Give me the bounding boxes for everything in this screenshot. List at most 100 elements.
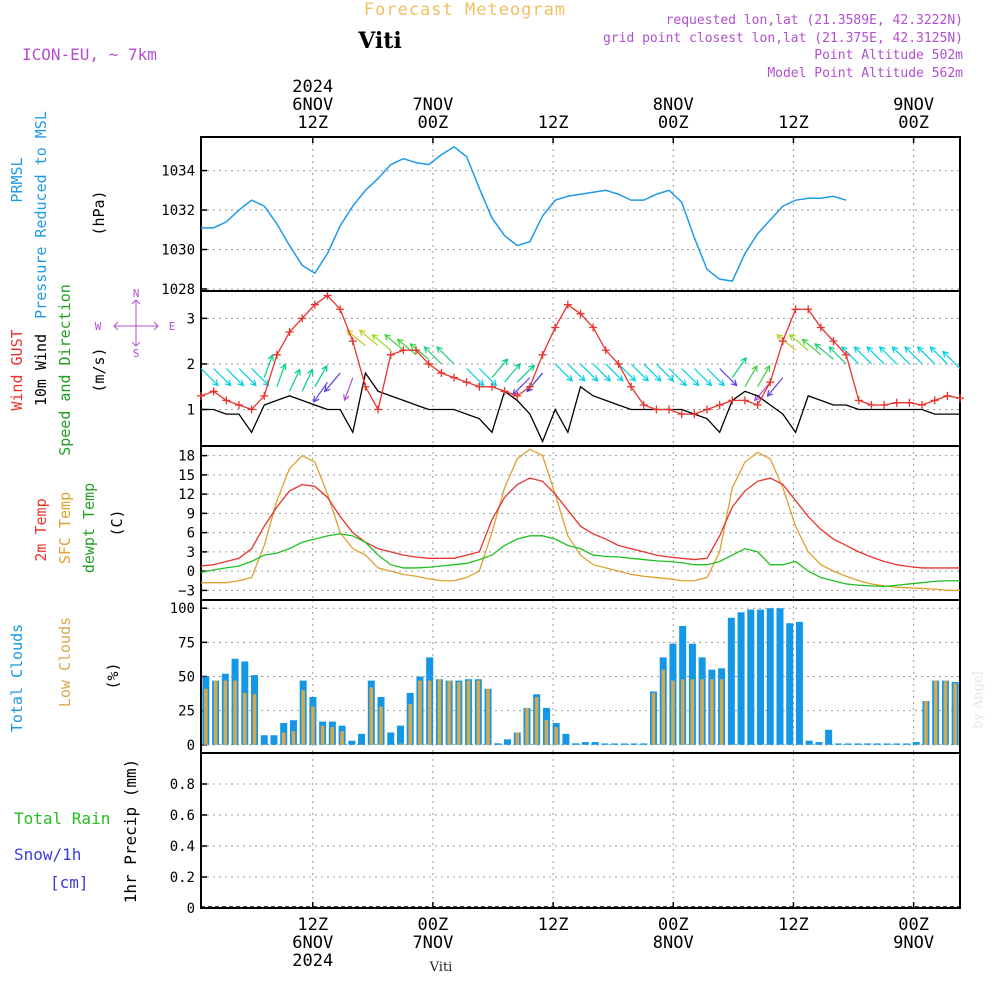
total-cloud-bar [864,743,872,745]
wind-arrow [313,381,328,403]
wind-arrow [276,363,287,387]
wind-arrow [814,343,834,360]
wind-arrow [828,346,847,365]
low-cloud-bar [213,680,218,745]
wind-gust-marker [563,300,572,309]
wind-arrow [776,334,796,351]
wind-arrow [942,350,961,369]
wind-gust-marker [462,378,471,387]
wind-arrow [766,377,784,397]
low-cloud-bar [223,680,228,745]
total-cloud-bar [611,743,619,745]
wind-gust-marker [627,382,636,391]
wind-gust-marker [804,305,813,314]
low-cloud-bar [671,680,675,745]
wind-gust-marker [323,291,332,300]
top-time-label: 7NOV [412,95,453,115]
location-title: Viti [357,28,402,54]
low-cloud-bar [418,680,422,745]
wind-arrow [592,363,612,382]
wind-arrow [289,368,301,392]
wind-gust-marker [450,373,458,382]
wind-arrow [504,362,521,383]
low-cloud-bar [525,707,529,745]
snow-label: Snow/1h [14,845,81,864]
wind-gust-marker [614,359,623,368]
wind-gust-marker [551,323,560,332]
wind-gust-marker [892,398,901,407]
wind-gust-marker [753,400,762,409]
wind-gust-marker [525,382,534,391]
y-tick-label: 0.2 [170,870,195,886]
footer-location: Viti [429,960,453,975]
y-tick-label: 18 [178,449,195,465]
compass-east: E [169,320,176,333]
panel-2: −3 0 3 6 9 12 15 18 [178,445,961,601]
wind-gust-marker [272,350,281,359]
wind-arrow [668,368,687,387]
wind-arrow [314,364,328,388]
wind-arrow [655,363,675,382]
wind-arrow [436,346,455,365]
model-altitude: Model Point Altitude 562m [767,66,963,81]
wind-arrow [554,363,574,382]
wind-arrow [225,368,245,387]
low-cloud-bar [554,727,558,745]
total-cloud-bar [834,743,842,745]
wind-gust-marker [247,405,256,414]
wind-gust-marker [424,359,433,368]
low-cloud-bar [281,732,286,745]
low-cloud-bar [544,720,549,745]
low-cloud-bar [515,732,520,745]
total-cloud-bar [795,621,803,745]
low-cloud-bar [437,679,442,745]
pressure-label-desc: Pressure Reduced to MSL [32,111,50,319]
wind-arrow [754,381,771,402]
total-cloud-bar [270,735,278,745]
panel-3: 0 25 50 75 100 [170,599,961,754]
bottom-time-label: 12Z [778,915,809,935]
wind-arrow [423,346,442,365]
y-tick-label: 1034 [161,164,195,180]
panel-0: 1028 1030 1032 1034 [161,136,961,298]
pressure-label-prmsl: PRMSL [8,157,26,202]
total-cloud-bar [902,743,910,745]
y-tick-label: 75 [178,635,195,651]
low-cloud-bar [330,727,335,745]
wind-arrow [706,368,725,387]
total-cloud-bar [396,725,404,745]
wind-unit: (m/s) [90,347,108,392]
grid-point-coords: grid point closest lon,lat (21.375E, 42.… [603,31,963,46]
clouds-unit: (%) [104,662,122,689]
top-time-label: 9NOV [893,95,934,115]
low-cloud-bar [408,703,412,745]
wind-gust-marker [728,396,737,405]
wind-gust-marker [880,400,889,409]
low-cloud-bar [427,680,432,745]
wind-gust-marker [816,323,825,332]
low-cloud-bar [320,725,325,745]
wind-gust-marker [475,382,484,391]
wind-gust-marker [538,350,547,359]
bottom-time-label: 7NOV [412,933,453,953]
wind-arrow [719,368,738,387]
wind-arrow [929,346,948,365]
compass-rose-icon [113,299,159,347]
wind-gust-marker [665,405,674,414]
temp-unit: (C) [108,509,126,536]
top-time-label: 12Z [297,113,328,133]
low-cloud-bar [369,687,374,745]
wind-gust-marker [930,396,939,405]
wind-gust-marker [791,305,800,314]
wind-gust-marker [260,391,269,400]
wind-gust-marker [943,391,952,400]
wind-gust-marker [690,410,699,419]
wind-arrow [580,363,599,382]
wind-arrow [788,334,809,351]
wind-gust-marker [386,350,395,359]
low-cloud-bar [457,681,461,745]
top-time-label: 12Z [538,113,569,133]
y-tick-label: 9 [187,506,195,522]
wind-gust-marker [778,337,787,346]
wind-gust-marker [589,323,598,332]
